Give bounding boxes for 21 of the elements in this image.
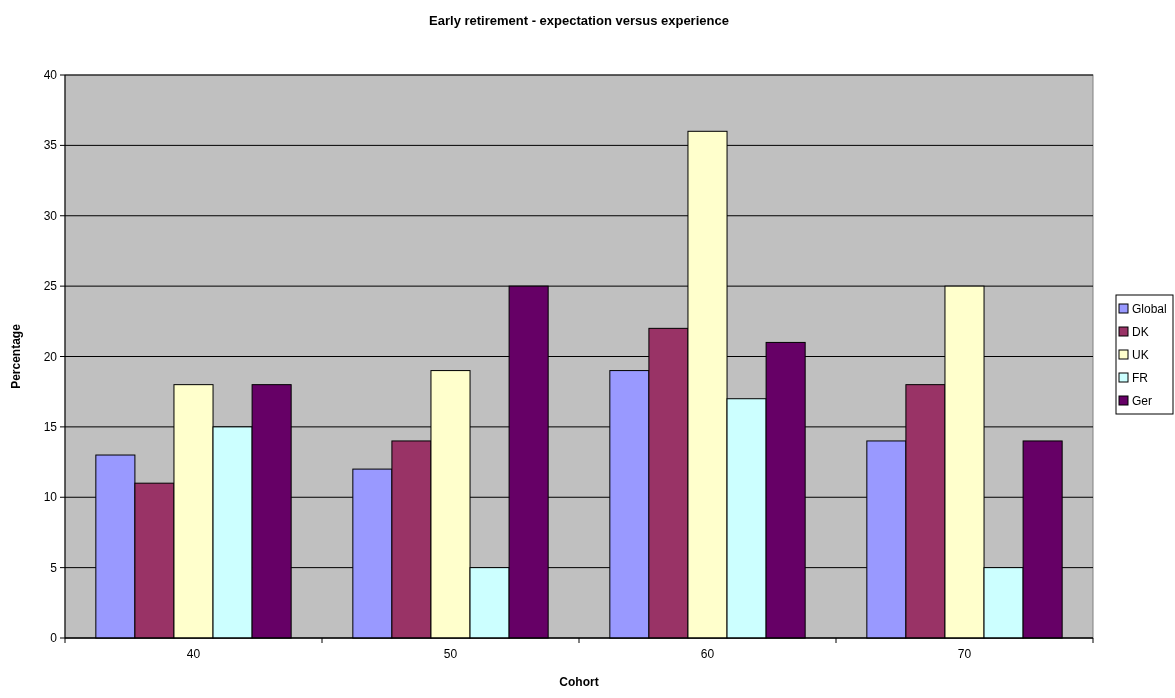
y-tick-label: 5 bbox=[50, 560, 58, 575]
y-tick-label: 40 bbox=[43, 68, 58, 82]
y-tick-label: 35 bbox=[43, 138, 58, 153]
legend-label: Global bbox=[1132, 302, 1167, 316]
y-axis-title: Percentage bbox=[9, 323, 23, 389]
x-tick-label: 70 bbox=[957, 647, 972, 661]
x-axis-title: Cohort bbox=[559, 675, 599, 689]
y-tick-label: 20 bbox=[43, 349, 58, 364]
x-tick-label: 60 bbox=[700, 647, 715, 661]
y-tick-label: 30 bbox=[43, 208, 58, 223]
legend-label: FR bbox=[1132, 371, 1149, 385]
y-tick-label: 15 bbox=[43, 419, 58, 434]
x-tick-label: 40 bbox=[186, 647, 201, 661]
y-tick-label: 0 bbox=[50, 631, 58, 645]
legend-label: DK bbox=[1132, 325, 1149, 339]
y-tick-label: 10 bbox=[43, 490, 58, 505]
x-tick-label: 50 bbox=[443, 647, 458, 661]
chart-title: Early retirement - expectation versus experience bbox=[429, 13, 729, 28]
y-tick-label: 25 bbox=[43, 279, 58, 294]
legend-label: Ger bbox=[1132, 394, 1153, 408]
legend-label: UK bbox=[1132, 348, 1149, 362]
